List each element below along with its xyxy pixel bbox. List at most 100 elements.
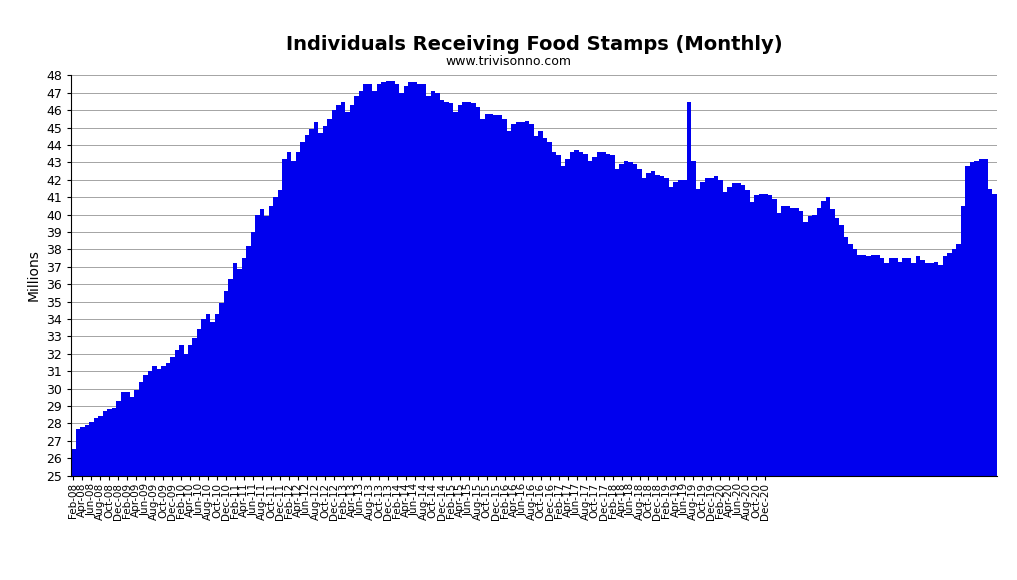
Bar [350, 105, 354, 580]
Bar [907, 258, 911, 580]
Bar [322, 126, 327, 580]
Bar [391, 81, 395, 580]
Bar [138, 382, 143, 580]
Bar [677, 180, 682, 580]
Bar [439, 100, 444, 580]
Bar [885, 263, 889, 580]
Bar [902, 258, 907, 580]
Bar [233, 263, 237, 580]
Bar [489, 114, 493, 580]
Bar [215, 314, 220, 580]
Bar [125, 392, 129, 580]
Bar [71, 450, 75, 580]
Bar [601, 152, 606, 580]
Bar [175, 350, 179, 580]
Bar [476, 107, 480, 580]
Bar [934, 262, 939, 580]
Bar [790, 208, 794, 580]
Bar [745, 190, 750, 580]
Bar [278, 190, 283, 580]
Bar [709, 178, 714, 580]
Bar [332, 110, 337, 580]
Bar [224, 291, 229, 580]
Bar [179, 345, 183, 580]
Bar [103, 411, 107, 580]
Bar [646, 173, 651, 580]
Bar [763, 194, 768, 580]
Bar [274, 197, 278, 580]
Bar [956, 244, 961, 580]
Bar [161, 366, 166, 580]
Bar [512, 124, 516, 580]
Bar [584, 154, 588, 580]
Bar [502, 119, 506, 580]
Bar [153, 366, 157, 580]
Y-axis label: Millions: Millions [26, 249, 41, 302]
Bar [898, 262, 902, 580]
Bar [848, 244, 853, 580]
Bar [287, 152, 291, 580]
Bar [629, 162, 633, 580]
Bar [552, 152, 556, 580]
Bar [493, 115, 498, 580]
Bar [246, 246, 251, 580]
Bar [889, 258, 893, 580]
Bar [291, 161, 296, 580]
Bar [844, 237, 848, 580]
Bar [242, 258, 246, 580]
Bar [426, 96, 430, 580]
Bar [592, 157, 597, 580]
Bar [822, 201, 826, 580]
Bar [229, 279, 233, 580]
Bar [606, 154, 610, 580]
Bar [188, 345, 192, 580]
Bar [435, 93, 439, 580]
Bar [75, 429, 80, 580]
Bar [633, 164, 638, 580]
Bar [785, 206, 790, 580]
Bar [664, 178, 669, 580]
Bar [341, 102, 345, 580]
Bar [772, 199, 777, 580]
Bar [969, 162, 974, 580]
Bar [993, 194, 997, 580]
Bar [682, 180, 686, 580]
Bar [705, 178, 709, 580]
Bar [484, 114, 489, 580]
Bar [579, 152, 584, 580]
Bar [740, 185, 745, 580]
Bar [714, 176, 718, 580]
Bar [381, 82, 385, 580]
Bar [750, 202, 754, 580]
Bar [376, 84, 381, 580]
Bar [89, 422, 94, 580]
Bar [430, 91, 435, 580]
Bar [417, 84, 422, 580]
Bar [80, 427, 84, 580]
Bar [283, 159, 287, 580]
Bar [623, 161, 629, 580]
Bar [543, 138, 547, 580]
Bar [911, 263, 915, 580]
Bar [521, 122, 525, 580]
Bar [619, 164, 623, 580]
Bar [731, 183, 736, 580]
Bar [853, 249, 857, 580]
Bar [534, 136, 538, 580]
Bar [129, 397, 134, 580]
Bar [673, 182, 677, 580]
Bar [314, 122, 318, 580]
Title: Individuals Receiving Food Stamps (Monthly): Individuals Receiving Food Stamps (Month… [286, 35, 782, 55]
Bar [264, 216, 268, 580]
Bar [781, 206, 785, 580]
Bar [422, 84, 426, 580]
Bar [588, 161, 592, 580]
Bar [255, 215, 260, 580]
Bar [978, 159, 983, 580]
Bar [296, 152, 300, 580]
Bar [638, 169, 642, 580]
Bar [471, 103, 476, 580]
Bar [655, 175, 660, 580]
Bar [947, 253, 952, 580]
Bar [143, 375, 147, 580]
